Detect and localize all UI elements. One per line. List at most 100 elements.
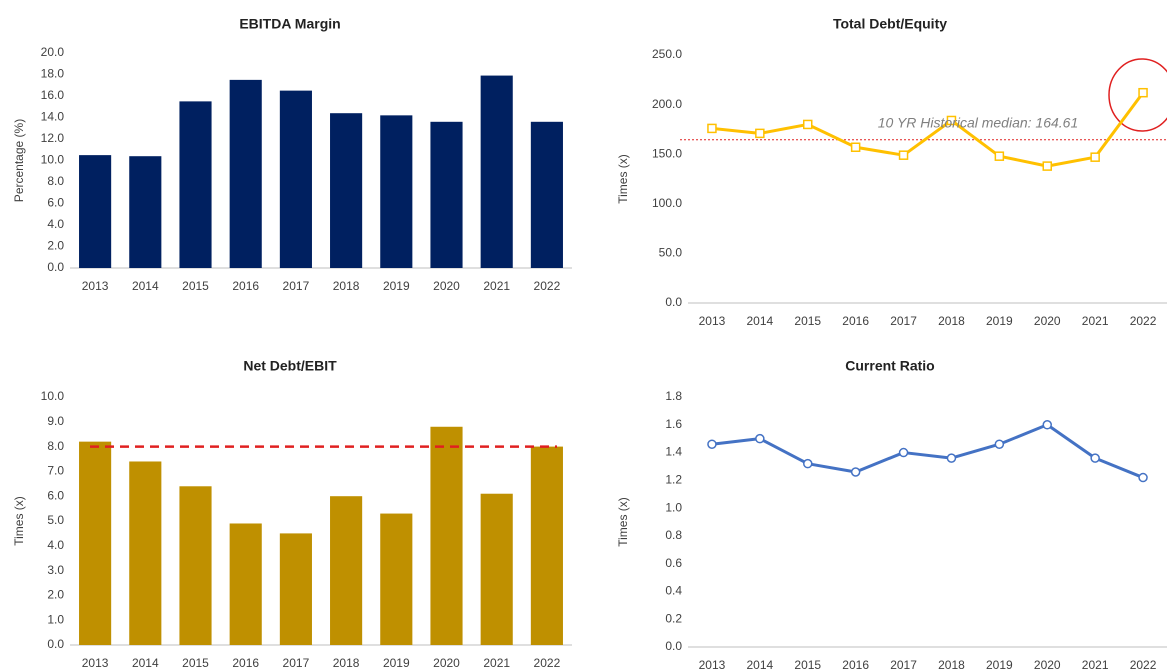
y-tick-label: 4.0 (47, 217, 64, 231)
x-tick-label: 2020 (433, 656, 460, 670)
bar (279, 90, 312, 268)
y-tick-label: 0.0 (47, 260, 64, 274)
point-marker (707, 123, 717, 134)
bar (79, 441, 112, 645)
bar (480, 75, 513, 268)
y-tick-label: 12.0 (41, 131, 65, 145)
y-tick-label: 3.0 (47, 563, 64, 577)
x-tick-label: 2020 (433, 279, 460, 293)
point-marker (1042, 420, 1052, 430)
y-tick-label: 2.0 (47, 588, 64, 602)
x-tick-label: 2020 (1034, 314, 1061, 328)
point-marker (994, 439, 1005, 449)
y-tick-label: 14.0 (41, 110, 65, 124)
bar (380, 115, 413, 268)
point-marker (898, 150, 909, 160)
x-tick-label: 2015 (182, 279, 209, 293)
y-tick-label: 0.4 (665, 584, 682, 598)
bar (279, 533, 312, 645)
y-axis-label: Times (x) (12, 496, 26, 546)
x-tick-label: 2014 (746, 658, 773, 671)
bar (79, 155, 112, 268)
x-tick-label: 2018 (938, 658, 965, 671)
y-tick-label: 1.0 (47, 612, 64, 626)
highlight-circle (1108, 58, 1167, 132)
x-tick-label: 2018 (938, 314, 965, 328)
x-tick-label: 2014 (746, 314, 773, 328)
y-tick-label: 5.0 (47, 513, 64, 527)
bar (129, 156, 162, 268)
series-line (711, 91, 1145, 168)
y-tick-label: 0.2 (665, 611, 682, 625)
bar (129, 461, 162, 645)
x-tick-label: 2017 (890, 314, 917, 328)
y-tick-label: 2.0 (47, 239, 64, 253)
x-tick-label: 2013 (82, 279, 109, 293)
x-tick-label: 2022 (1130, 314, 1157, 328)
x-tick-label: 2014 (132, 656, 159, 670)
y-tick-label: 16.0 (41, 88, 65, 102)
point-marker (994, 151, 1005, 161)
chart-title: Total Debt/Equity (833, 16, 947, 32)
y-axis-label: Times (x) (616, 154, 630, 204)
point-marker (946, 115, 957, 126)
y-tick-label: 1.4 (665, 445, 682, 459)
y-tick-label: 0.0 (665, 639, 682, 653)
x-tick-label: 2016 (842, 658, 869, 671)
y-axis-label: Percentage (%) (12, 119, 26, 202)
bar (229, 523, 262, 645)
point-marker (1090, 152, 1100, 162)
x-tick-label: 2017 (283, 656, 310, 670)
x-tick-label: 2019 (986, 658, 1013, 671)
y-tick-label: 6.0 (47, 196, 64, 210)
annotation: 10 YR Historical median: 164.61 (878, 114, 1079, 130)
x-tick-label: 2021 (483, 656, 510, 670)
x-tick-label: 2015 (794, 658, 821, 671)
bar (530, 446, 563, 645)
bar (530, 121, 563, 268)
point-marker (1090, 453, 1100, 463)
bar (330, 113, 363, 268)
y-tick-label: 150.0 (652, 146, 682, 160)
point-marker (707, 439, 717, 449)
x-tick-label: 2015 (794, 314, 821, 328)
x-tick-label: 2017 (283, 279, 310, 293)
y-tick-label: 7.0 (47, 464, 64, 478)
x-tick-label: 2017 (890, 658, 917, 671)
chart-title: Net Debt/EBIT (243, 358, 337, 374)
x-tick-label: 2022 (1130, 658, 1157, 671)
y-tick-label: 8.0 (47, 439, 64, 453)
bar (380, 513, 413, 645)
y-tick-label: 8.0 (47, 174, 64, 188)
y-tick-label: 1.0 (665, 500, 682, 514)
y-tick-label: 50.0 (659, 246, 683, 260)
chart-title: EBITDA Margin (239, 16, 340, 32)
x-tick-label: 2018 (333, 279, 360, 293)
y-tick-label: 0.6 (665, 556, 682, 570)
x-tick-label: 2015 (182, 656, 209, 670)
x-tick-label: 2016 (232, 656, 259, 670)
chart-title: Current Ratio (845, 358, 934, 374)
x-tick-label: 2022 (534, 279, 561, 293)
point-marker (1138, 472, 1148, 483)
x-tick-label: 2013 (699, 314, 726, 328)
y-tick-label: 6.0 (47, 488, 64, 502)
y-axis-label: Times (x) (616, 497, 630, 547)
point-marker (1042, 161, 1052, 171)
y-tick-label: 250.0 (652, 47, 682, 61)
x-tick-label: 2019 (986, 314, 1013, 328)
y-tick-label: 20.0 (41, 45, 65, 59)
point-marker (803, 458, 813, 469)
x-tick-label: 2013 (699, 658, 726, 671)
point-marker (850, 467, 861, 477)
point-marker (898, 447, 909, 458)
bar (430, 426, 463, 645)
x-tick-label: 2022 (534, 656, 561, 670)
x-tick-label: 2021 (1082, 314, 1109, 328)
y-tick-label: 4.0 (47, 538, 64, 552)
y-tick-label: 9.0 (47, 414, 64, 428)
point-marker (946, 453, 957, 463)
bar (179, 101, 212, 268)
x-tick-label: 2019 (383, 656, 410, 670)
